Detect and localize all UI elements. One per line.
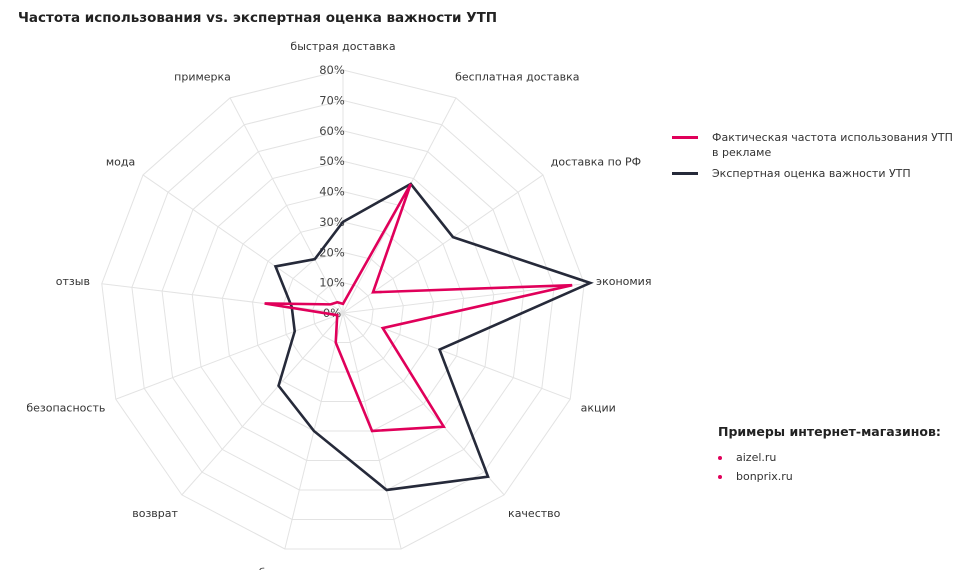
axis-label: быстрая доставка [290, 40, 395, 53]
shops-list: aizel.ru bonprix.ru [718, 451, 941, 483]
shop-name: bonprix.ru [736, 470, 793, 483]
bullet-icon [718, 455, 722, 460]
axis-label: акции [581, 402, 616, 415]
tick-label: 60% [319, 124, 345, 138]
tick-label: 20% [319, 245, 345, 259]
tick-label: 10% [319, 276, 345, 290]
grid-ring [282, 251, 404, 373]
tick-label: 50% [319, 154, 345, 168]
shop-item: aizel.ru [718, 451, 941, 464]
axis-label: ассортимент [395, 566, 470, 570]
grid-ring [101, 69, 585, 550]
legend-label-expert: Экспертная оценка важности УТП [712, 167, 911, 180]
shops-title: Примеры интернет-магазинов: [718, 424, 941, 439]
bullet-icon [718, 474, 722, 479]
tick-label: 30% [319, 215, 345, 229]
axis-label: качество [508, 507, 561, 520]
tick-label: 70% [319, 93, 345, 107]
grid-ring [161, 130, 525, 491]
legend-label-actual: Фактическая частота использования УТП в … [712, 131, 953, 159]
grid-spoke [342, 283, 585, 314]
grid-spoke [142, 174, 344, 314]
grid-ring [131, 99, 555, 520]
grid-spoke [115, 312, 344, 400]
axis-label: безопасность [26, 402, 105, 415]
grid-spoke [229, 97, 344, 314]
grid-spoke [101, 283, 344, 314]
legend-swatch-expert [672, 172, 698, 175]
shop-item: bonprix.ru [718, 470, 941, 483]
grid-spoke [342, 312, 571, 400]
grid-ring [312, 282, 374, 343]
axis-label: отзыв [56, 275, 90, 288]
grid-spoke [342, 312, 505, 496]
grid-spoke [342, 174, 544, 314]
axis-label: доставка по РФ [551, 155, 641, 168]
chart-title: Частота использования vs. экспертная оце… [18, 10, 498, 26]
grid-ring [191, 160, 495, 461]
axis-label: возврат [132, 507, 178, 520]
tick-label: 80% [319, 63, 345, 77]
grid-ring [221, 190, 465, 432]
legend-swatch-actual [672, 136, 698, 139]
axis-label: удобство [238, 566, 292, 570]
axis-label: бесплатная доставка [455, 71, 579, 84]
series-line [273, 182, 594, 492]
grid-ring [252, 221, 434, 402]
axis-label: мода [106, 155, 135, 168]
shop-name: aizel.ru [736, 451, 777, 464]
legend-item-actual: Фактическая частота использования УТП в … [672, 130, 972, 160]
shops-block: Примеры интернет-магазинов: aizel.ru bon… [718, 424, 941, 489]
axis-label: примерка [174, 71, 231, 84]
axis-label: экономия [596, 275, 651, 288]
series-line [264, 183, 573, 433]
legend-item-expert: Экспертная оценка важности УТП [672, 166, 972, 181]
tick-label: 40% [319, 185, 345, 199]
legend: Фактическая частота использования УТП в … [672, 130, 972, 187]
grid-spoke [181, 312, 344, 496]
